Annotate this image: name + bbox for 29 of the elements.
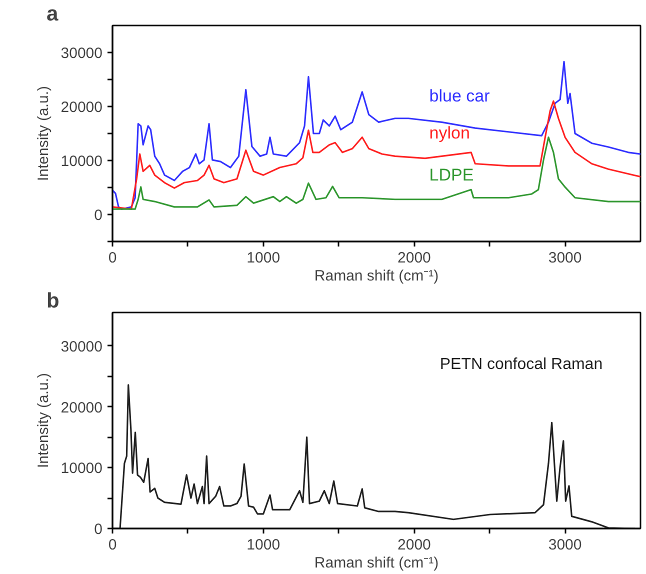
x-tick-label: 3000 [548,250,582,266]
x-tick-label: 0 [108,250,117,266]
y-tick-label: 20000 [60,99,103,116]
y-tick-label: 20000 [60,399,103,416]
y-tick-label: 30000 [60,45,103,62]
line-series [112,384,636,528]
chart-title: a [46,2,58,26]
x-tick-label: 3000 [548,536,582,554]
line-series [112,60,640,210]
y-tick-label: 10000 [60,460,103,478]
series-label: LDPE [429,165,474,184]
x-tick-label: 0 [108,536,117,554]
y-tick-label: 10000 [60,153,103,170]
x-axis-title: Raman shift (cm⁻¹) [314,554,439,572]
y-tick-label: 30000 [60,338,103,356]
x-tick-label: 2000 [398,250,431,266]
y-axis-title: Intensity (a.u.) [34,372,52,468]
y-tick-label: 0 [94,521,102,538]
x-tick-label: 2000 [398,536,431,554]
x-tick-label: 1000 [246,250,280,266]
x-axis-title: Raman shift (cm⁻¹) [314,268,439,284]
series-label: blue car [429,86,490,106]
line-series [112,100,640,210]
y-axis-title: Intensity (a.u.) [34,86,52,182]
text: PETN confocal Raman [440,356,603,373]
chart-title: b [46,290,60,312]
series-label: nylon [429,124,470,143]
y-tick-label: 0 [94,207,102,224]
x-tick-label: 1000 [246,536,280,554]
